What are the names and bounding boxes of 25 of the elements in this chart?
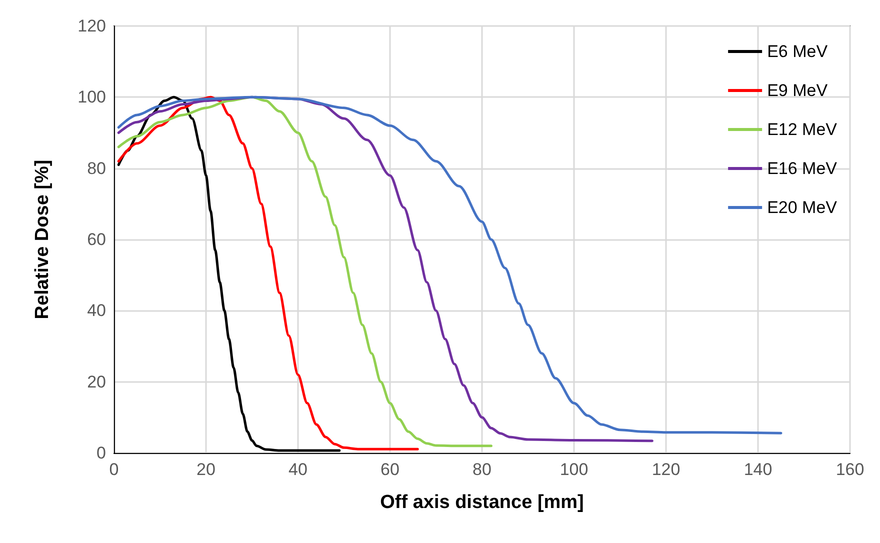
line-series [117, 96, 419, 450]
x-tick-label: 100 [560, 460, 588, 479]
y-tick-label: 80 [87, 158, 106, 178]
y-tick-label: 20 [87, 372, 106, 392]
legend-label: E20 MeV [767, 198, 838, 217]
legend-label: E16 MeV [767, 159, 838, 178]
y-axis-title: Relative Dose [%] [32, 160, 53, 320]
y-tick-label: 40 [87, 301, 106, 320]
x-tick-label: 140 [744, 460, 772, 479]
y-tick-label: 120 [78, 16, 106, 36]
y-tick-label: 100 [78, 88, 106, 107]
line-series [117, 96, 492, 448]
x-tick-label: 160 [836, 460, 864, 479]
legend-label: E9 MeV [767, 81, 828, 100]
x-tick-label: 80 [472, 460, 492, 479]
x-tick-label: 120 [652, 460, 680, 479]
x-tick-label: 20 [196, 460, 216, 479]
x-tick-label: 40 [288, 460, 308, 479]
x-tick-label: 0 [109, 460, 119, 479]
legend-label: E12 MeV [767, 120, 838, 139]
y-tick-label: 0 [96, 444, 106, 462]
y-tick-label: 60 [87, 230, 106, 249]
legend-label: E6 MeV [767, 42, 828, 61]
x-axis-title: Off axis distance [mm] [380, 492, 584, 513]
x-tick-label: 60 [380, 460, 400, 479]
